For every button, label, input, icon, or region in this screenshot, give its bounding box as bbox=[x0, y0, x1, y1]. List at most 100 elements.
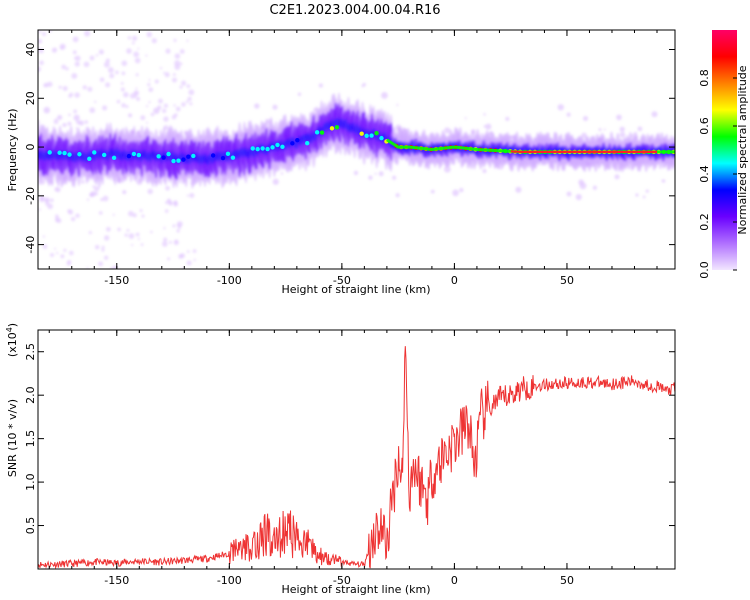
colorbar-tick-label: 0.0 bbox=[698, 261, 711, 279]
heatmap-cell bbox=[485, 123, 492, 130]
heatmap-cell bbox=[131, 41, 135, 45]
heatmap-cell bbox=[603, 128, 606, 131]
heatmap-cell bbox=[134, 57, 141, 64]
heatmap-cell bbox=[319, 130, 325, 135]
heatmap-cell bbox=[66, 261, 71, 266]
heatmap-cell bbox=[42, 32, 47, 36]
heatmap-cell bbox=[128, 113, 133, 118]
snr-ylabel: SNR (10 * v/v) bbox=[6, 399, 19, 477]
heatmap-cell bbox=[38, 66, 41, 72]
heatmap-cell bbox=[662, 179, 666, 183]
heatmap-cell bbox=[598, 128, 602, 132]
heatmap-cell bbox=[125, 105, 129, 109]
heatmap-cell bbox=[396, 103, 399, 107]
heatmap-cell bbox=[295, 137, 300, 143]
heatmap-cell bbox=[150, 230, 153, 234]
spectrogram-ytick-label: -40 bbox=[24, 236, 37, 254]
heatmap-cell bbox=[86, 266, 89, 269]
heatmap-cell bbox=[392, 175, 397, 180]
spectrogram-heatmap bbox=[38, 30, 675, 269]
heatmap-cell bbox=[314, 130, 320, 135]
snr-xtick-label: -100 bbox=[217, 574, 242, 587]
heatmap-cell bbox=[443, 165, 451, 173]
heatmap-cell bbox=[57, 114, 63, 121]
heatmap-cell bbox=[156, 154, 161, 159]
spectrogram-xtick-label: -100 bbox=[217, 274, 242, 287]
heatmap-cell bbox=[642, 195, 646, 199]
heatmap-cell bbox=[126, 153, 132, 159]
heatmap-cell bbox=[173, 38, 177, 42]
heatmap-cell bbox=[186, 250, 190, 254]
heatmap-cell bbox=[172, 224, 176, 228]
heatmap-cell bbox=[179, 62, 183, 66]
heatmap-cell bbox=[174, 53, 181, 59]
heatmap-cell bbox=[575, 194, 582, 201]
heatmap-cell bbox=[637, 126, 643, 132]
heatmap-cell bbox=[186, 194, 189, 197]
heatmap-cell bbox=[616, 114, 622, 121]
heatmap-cell bbox=[635, 193, 639, 197]
heatmap-cell bbox=[147, 82, 151, 87]
heatmap-cell bbox=[121, 103, 126, 108]
snr-ytick-label: 1.5 bbox=[24, 430, 37, 448]
heatmap-cell bbox=[124, 233, 128, 237]
spectrogram-ytick-label: 40 bbox=[24, 43, 37, 57]
colorbar-tick-label: 0.8 bbox=[698, 69, 711, 87]
snr-frame bbox=[37, 329, 676, 570]
spectrogram-frame bbox=[37, 29, 676, 270]
heatmap-cell bbox=[225, 151, 231, 157]
heatmap-cell bbox=[175, 106, 181, 112]
heatmap-cell bbox=[44, 197, 50, 203]
heatmap-cell bbox=[161, 241, 168, 247]
heatmap-cell bbox=[74, 61, 80, 67]
heatmap-cell bbox=[115, 70, 119, 75]
heatmap-cell bbox=[54, 247, 57, 250]
snr-axes: -150 -100 -50 0 50 0.5 1.0 1.5 2.0 2.5 bbox=[24, 330, 675, 587]
heatmap-cell bbox=[98, 49, 104, 55]
heatmap-cell bbox=[581, 132, 587, 139]
heatmap-cell bbox=[146, 31, 152, 38]
heatmap-cell bbox=[174, 64, 181, 70]
snr-xtick-label: 0 bbox=[451, 574, 458, 587]
heatmap-cell bbox=[165, 185, 170, 191]
heatmap-cell bbox=[592, 185, 598, 190]
heatmap-cell bbox=[165, 48, 171, 54]
heatmap-cell bbox=[165, 201, 168, 205]
heatmap-cell bbox=[106, 226, 111, 232]
heatmap-cell bbox=[254, 103, 260, 109]
heatmap-cell bbox=[290, 141, 295, 146]
heatmap-cell bbox=[101, 248, 105, 252]
heatmap-cell bbox=[430, 189, 435, 194]
heatmap-cell bbox=[179, 49, 185, 54]
heatmap-cell bbox=[89, 193, 94, 198]
heatmap-cell bbox=[176, 229, 180, 233]
heatmap-cell bbox=[173, 104, 176, 107]
heatmap-cell bbox=[68, 113, 71, 117]
heatmap-cell bbox=[70, 216, 76, 222]
heatmap-cell bbox=[102, 195, 109, 202]
heatmap-cell bbox=[38, 30, 42, 34]
heatmap-cell bbox=[381, 91, 388, 99]
heatmap-cell bbox=[305, 141, 310, 146]
heatmap-cell bbox=[60, 254, 65, 259]
colorbar-tick-label: 0.2 bbox=[698, 213, 711, 231]
heatmap-cell bbox=[186, 260, 192, 266]
heatmap-cell bbox=[65, 67, 69, 71]
heatmap-cell bbox=[135, 87, 138, 90]
heatmap-cell bbox=[128, 233, 135, 239]
heatmap-cell bbox=[101, 245, 105, 249]
heatmap-cell bbox=[63, 248, 67, 252]
heatmap-cell bbox=[153, 107, 160, 114]
heatmap-cell bbox=[68, 94, 72, 98]
heatmap-cell bbox=[135, 232, 140, 237]
heatmap-cell bbox=[116, 99, 121, 104]
heatmap-cell bbox=[164, 209, 169, 213]
snr-ytick-label: 2.0 bbox=[24, 386, 37, 404]
heatmap-cell bbox=[102, 105, 108, 111]
heatmap-cell bbox=[280, 172, 284, 175]
heatmap-cell bbox=[103, 61, 110, 68]
spectrogram-xlabel: Height of straight line (km) bbox=[281, 283, 430, 296]
heatmap-cell bbox=[92, 185, 96, 189]
heatmap-cell bbox=[54, 187, 59, 192]
heatmap-cell bbox=[272, 178, 279, 185]
